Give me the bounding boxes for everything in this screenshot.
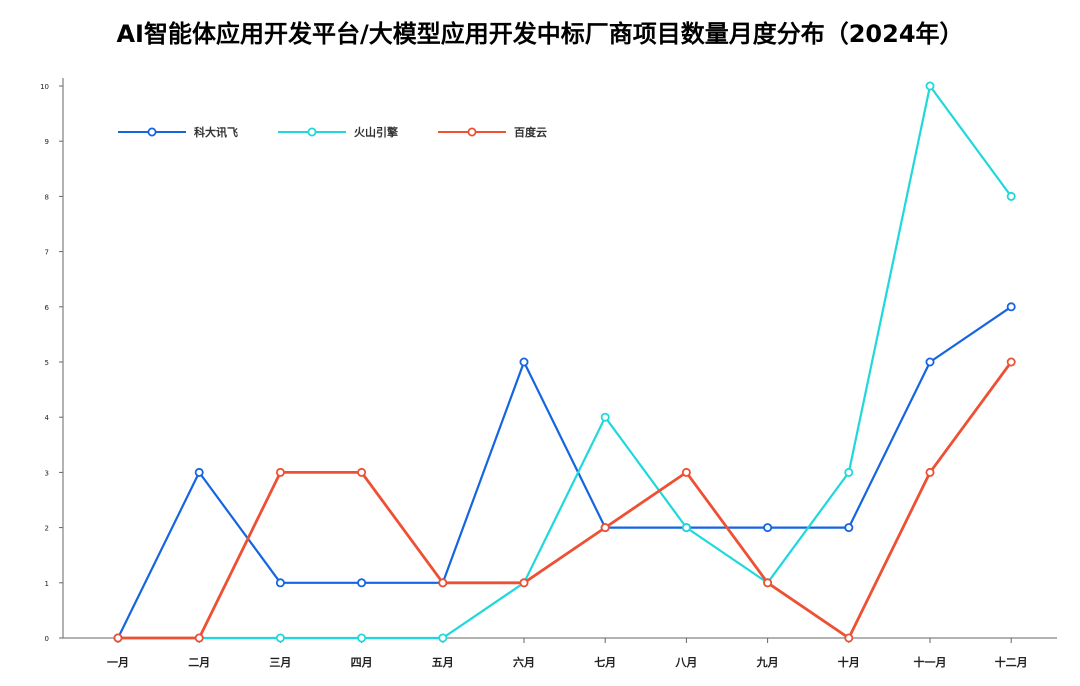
data-point[interactable] (600, 412, 610, 422)
y-tick-label: 9 (45, 138, 49, 146)
x-tick-label: 一月 (107, 656, 129, 669)
legend[interactable]: 科大讯飞 火山引擎 百度云 (118, 125, 547, 139)
x-tick-label: 七月 (594, 655, 616, 669)
data-point[interactable] (194, 467, 204, 477)
data-point[interactable] (763, 523, 773, 533)
data-point[interactable] (1006, 302, 1016, 312)
legend-marker (307, 127, 317, 137)
data-point[interactable] (925, 467, 935, 477)
data-point[interactable] (438, 633, 448, 643)
legend-label: 科大讯飞 (194, 125, 238, 139)
data-point[interactable] (925, 357, 935, 367)
series-lines (113, 81, 1016, 643)
x-tick-label: 八月 (674, 656, 697, 669)
data-point[interactable] (357, 633, 367, 643)
series-line (118, 361, 1013, 640)
y-tick-label: 5 (45, 359, 49, 367)
tick-labels: 0 1 2 3 4 5 6 7 8 9 10 一月 二月 三月 四月 五月 六月 七月 八月 九月 十月 十一月 十二月 (40, 83, 1028, 669)
legend-marker (467, 127, 477, 137)
x-tick-label: 十一月 (914, 655, 947, 669)
legend-marker (147, 127, 157, 137)
data-point[interactable] (357, 467, 367, 477)
data-point[interactable] (1006, 191, 1016, 201)
x-tick-label: 十二月 (995, 655, 1028, 669)
data-point[interactable] (681, 467, 691, 477)
legend-item-0[interactable]: 科大讯飞 (118, 125, 238, 139)
x-tick-label: 五月 (432, 656, 454, 669)
data-point[interactable] (844, 467, 854, 477)
series-2 (113, 357, 1016, 643)
y-tick-label: 4 (45, 414, 50, 422)
y-tick-label: 3 (45, 469, 49, 477)
data-point[interactable] (519, 578, 529, 588)
y-tick-label: 2 (45, 525, 49, 533)
y-tick-label: 10 (40, 83, 49, 91)
data-point[interactable] (681, 523, 691, 533)
legend-item-1[interactable]: 火山引擎 (278, 125, 398, 139)
y-tick-label: 6 (45, 304, 50, 312)
data-point[interactable] (357, 578, 367, 588)
y-tick-label: 7 (45, 249, 49, 257)
x-tick-label: 九月 (756, 655, 779, 669)
series-line (117, 305, 1012, 639)
chart-title: AI智能体应用开发平台/大模型应用开发中标厂商项目数量月度分布（2024年） (116, 20, 964, 48)
legend-label: 火山引擎 (354, 125, 398, 139)
data-point[interactable] (275, 578, 285, 588)
y-tick-label: 0 (45, 635, 49, 643)
data-point[interactable] (925, 81, 935, 91)
data-point[interactable] (113, 633, 123, 643)
data-point[interactable] (763, 578, 773, 588)
data-point[interactable] (519, 357, 529, 367)
data-point[interactable] (438, 578, 448, 588)
data-point[interactable] (1006, 357, 1016, 367)
x-tick-label: 二月 (188, 656, 210, 669)
data-point[interactable] (194, 633, 204, 643)
axes (62, 78, 1057, 639)
data-point[interactable] (844, 523, 854, 533)
y-tick-label: 1 (45, 580, 49, 588)
x-tick-label: 六月 (513, 655, 535, 669)
legend-label: 百度云 (514, 125, 547, 139)
x-tick-label: 十月 (838, 655, 860, 669)
x-tick-label: 四月 (351, 656, 373, 669)
legend-item-2[interactable]: 百度云 (438, 125, 547, 139)
series-line (118, 84, 1013, 640)
series-0 (113, 302, 1016, 643)
x-tick-label: 三月 (269, 656, 291, 669)
data-point[interactable] (844, 633, 854, 643)
data-point[interactable] (600, 523, 610, 533)
series-1 (113, 81, 1016, 643)
y-tick-label: 8 (45, 193, 49, 201)
data-point[interactable] (275, 467, 285, 477)
data-point[interactable] (275, 633, 285, 643)
